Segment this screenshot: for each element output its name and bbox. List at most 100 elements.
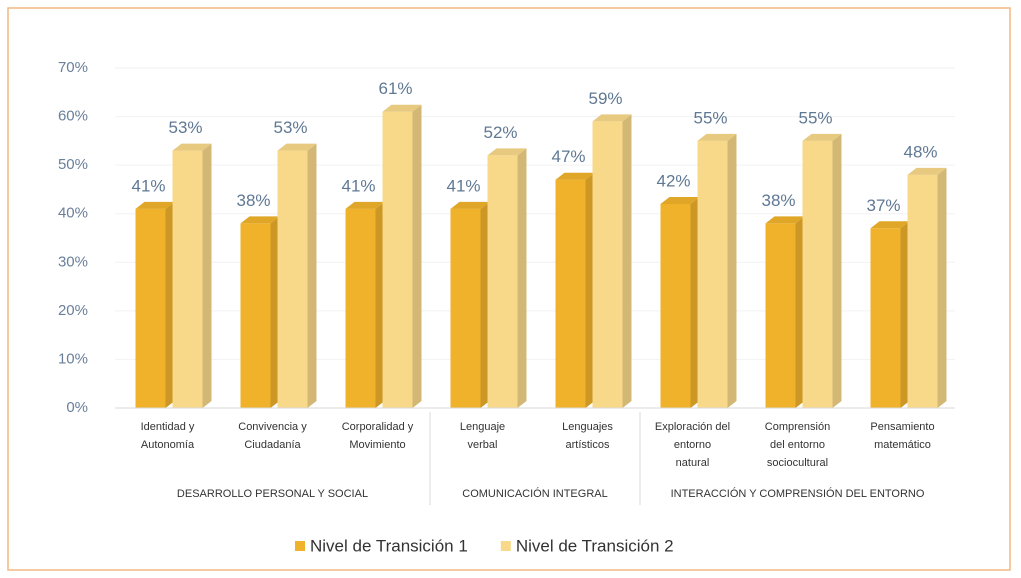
group-label: INTERACCIÓN Y COMPRENSIÓN DEL ENTORNO bbox=[671, 487, 925, 500]
x-tick-label: Convivencia y Ciudadanía bbox=[238, 421, 307, 451]
bar bbox=[697, 133, 737, 408]
group-label: COMUNICACIÓN INTEGRAL bbox=[462, 487, 607, 500]
bar-side bbox=[585, 172, 595, 408]
y-tick-label: 70% bbox=[58, 59, 88, 76]
y-tick-label: 20% bbox=[58, 302, 88, 319]
bar-side bbox=[375, 201, 385, 408]
bar-front bbox=[450, 208, 481, 408]
bar-front bbox=[765, 223, 796, 408]
bar bbox=[802, 133, 842, 408]
bar-front bbox=[697, 140, 728, 408]
value-label: 38% bbox=[236, 191, 270, 210]
bar-side bbox=[832, 133, 842, 408]
bar bbox=[172, 143, 212, 409]
bar-top bbox=[592, 114, 632, 122]
bar bbox=[555, 172, 595, 408]
value-label: 48% bbox=[903, 142, 937, 161]
bar-side bbox=[795, 216, 805, 408]
bar-top bbox=[660, 197, 700, 204]
value-label: 41% bbox=[131, 176, 165, 195]
value-label: 37% bbox=[866, 196, 900, 215]
bar-front bbox=[592, 121, 623, 408]
y-tick-label: 10% bbox=[58, 350, 88, 367]
bar-top bbox=[277, 143, 317, 151]
bar-side bbox=[270, 216, 280, 408]
bar-front bbox=[660, 204, 691, 408]
bar-side bbox=[165, 201, 175, 408]
bar-top bbox=[382, 104, 422, 112]
bar-side bbox=[690, 197, 700, 408]
bar-side bbox=[900, 221, 910, 408]
value-label: 53% bbox=[168, 118, 202, 137]
bar-top bbox=[172, 143, 212, 151]
bar-front bbox=[870, 228, 901, 408]
bar-top bbox=[487, 148, 527, 156]
bar bbox=[345, 201, 385, 408]
bar-side bbox=[937, 167, 947, 408]
bar-front bbox=[135, 208, 166, 408]
value-label: 41% bbox=[341, 176, 375, 195]
bar bbox=[660, 197, 700, 408]
value-label: 53% bbox=[273, 118, 307, 137]
bar bbox=[592, 114, 632, 408]
legend-swatch bbox=[295, 541, 305, 551]
bar-side bbox=[727, 133, 737, 408]
y-tick-label: 30% bbox=[58, 253, 88, 270]
bar-front bbox=[172, 150, 203, 409]
value-label: 47% bbox=[551, 147, 585, 166]
bar-top bbox=[555, 172, 595, 180]
bar-front bbox=[802, 140, 833, 408]
bar-top bbox=[240, 216, 280, 224]
value-label: 38% bbox=[761, 191, 795, 210]
bar-top bbox=[345, 201, 385, 209]
x-tick-label: Corporalidad y Movimiento bbox=[342, 421, 414, 451]
bar-top bbox=[765, 216, 805, 224]
x-tick-label: Comprensión del entorno sociocultural bbox=[765, 421, 830, 469]
bar-side bbox=[480, 201, 490, 408]
bar-front bbox=[382, 111, 413, 408]
legend-label: Nivel de Transición 2 bbox=[516, 536, 674, 555]
bar-front bbox=[555, 179, 586, 408]
value-label: 41% bbox=[446, 176, 480, 195]
bar bbox=[277, 143, 317, 409]
bar-front bbox=[345, 208, 376, 408]
bar-side bbox=[202, 143, 212, 409]
y-tick-label: 50% bbox=[58, 156, 88, 173]
y-tick-label: 60% bbox=[58, 108, 88, 125]
bar bbox=[870, 221, 910, 408]
x-tick-label: Lenguaje verbal bbox=[460, 421, 505, 451]
bar-front bbox=[487, 155, 518, 408]
bar bbox=[487, 148, 527, 408]
bar-top bbox=[870, 221, 910, 229]
bar-top bbox=[697, 133, 737, 141]
bar-side bbox=[517, 148, 527, 408]
y-tick-label: 40% bbox=[58, 205, 88, 222]
value-label: 55% bbox=[693, 108, 727, 127]
bar-top bbox=[450, 201, 490, 209]
bar-front bbox=[277, 150, 308, 409]
x-tick-label: Identidad y Autonomía bbox=[141, 421, 195, 451]
x-tick-label: Exploración del entorno natural bbox=[655, 421, 730, 469]
bar bbox=[765, 216, 805, 408]
bar bbox=[907, 167, 947, 408]
bar-top bbox=[802, 133, 842, 141]
legend-label: Nivel de Transición 1 bbox=[310, 536, 468, 555]
value-label: 55% bbox=[798, 108, 832, 127]
bar bbox=[240, 216, 280, 408]
x-tick-label: Lenguajes artísticos bbox=[562, 421, 613, 451]
bar-side bbox=[412, 104, 422, 408]
bar bbox=[382, 104, 422, 408]
bar-top bbox=[907, 167, 947, 175]
value-label: 61% bbox=[378, 79, 412, 98]
bar-front bbox=[240, 223, 271, 408]
x-tick-label: Pensamiento matemático bbox=[870, 421, 934, 451]
bar bbox=[135, 201, 175, 408]
bar bbox=[450, 201, 490, 408]
bar-top bbox=[135, 201, 175, 209]
bar-side bbox=[307, 143, 317, 409]
value-label: 59% bbox=[588, 89, 622, 108]
bar-front bbox=[907, 174, 938, 408]
legend-swatch bbox=[500, 541, 511, 551]
value-label: 42% bbox=[656, 171, 690, 190]
